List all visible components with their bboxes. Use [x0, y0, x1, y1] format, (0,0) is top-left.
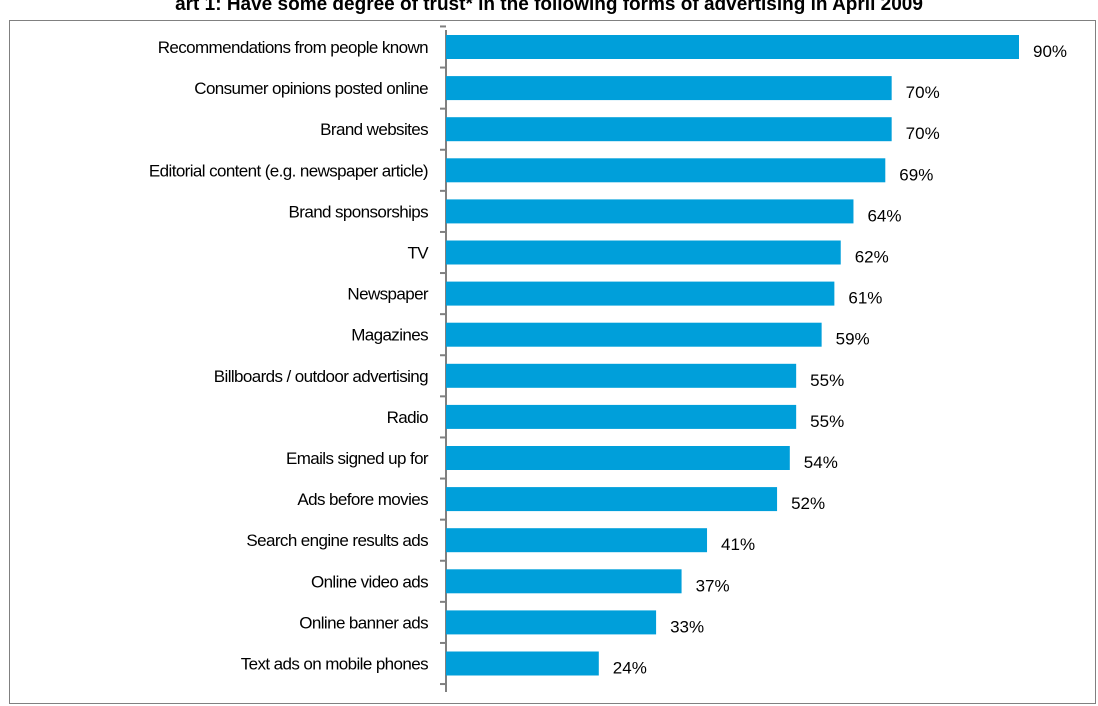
value-label: 62% — [855, 248, 889, 267]
bar — [446, 651, 599, 676]
bar — [446, 528, 708, 553]
bar — [446, 404, 797, 429]
chart-frame — [9, 20, 1096, 704]
category-label: Editorial content (e.g. newspaper articl… — [149, 161, 428, 180]
category-label: Magazines — [351, 326, 428, 345]
category-label: Newspaper — [347, 285, 429, 304]
bar — [446, 281, 835, 306]
value-label: 54% — [804, 453, 838, 472]
category-label: Recommendations from people known — [158, 38, 428, 57]
category-label: Emails signed up for — [286, 449, 429, 468]
category-label: Consumer opinions posted online — [194, 79, 428, 98]
bar — [446, 35, 1019, 59]
category-label: Brand sponsorships — [289, 202, 429, 221]
value-label: 55% — [810, 412, 844, 431]
category-label: Online video ads — [311, 572, 428, 591]
value-label: 70% — [906, 124, 940, 143]
category-label: Billboards / outdoor advertising — [214, 367, 428, 386]
value-label: 70% — [906, 83, 940, 102]
category-label: Text ads on mobile phones — [241, 655, 428, 674]
value-label: 61% — [848, 289, 882, 308]
value-label: 59% — [836, 330, 870, 349]
bar — [446, 240, 841, 265]
bar — [446, 487, 778, 512]
bar — [446, 158, 886, 183]
bar — [446, 76, 892, 101]
category-label: Online banner ads — [299, 613, 428, 632]
bar — [446, 117, 892, 142]
bar — [446, 446, 790, 470]
bar — [446, 322, 822, 347]
bar — [446, 199, 854, 224]
bar — [446, 363, 797, 388]
bar — [446, 610, 657, 635]
value-label: 64% — [867, 206, 901, 225]
value-label: 55% — [810, 371, 844, 390]
category-label: Radio — [387, 408, 429, 427]
category-label: Search engine results ads — [246, 531, 428, 550]
value-label: 90% — [1033, 42, 1067, 61]
category-label: Ads before movies — [297, 490, 428, 509]
category-label: TV — [407, 244, 429, 263]
chart-title: art 1: Have some degree of trust* in the… — [175, 0, 923, 15]
value-label: 37% — [696, 576, 730, 595]
value-label: 41% — [721, 535, 755, 554]
category-label: Brand websites — [320, 120, 428, 139]
value-label: 69% — [899, 165, 933, 184]
value-label: 52% — [791, 494, 825, 513]
value-label: 33% — [670, 617, 704, 636]
value-label: 24% — [613, 659, 647, 678]
bar — [446, 569, 682, 594]
